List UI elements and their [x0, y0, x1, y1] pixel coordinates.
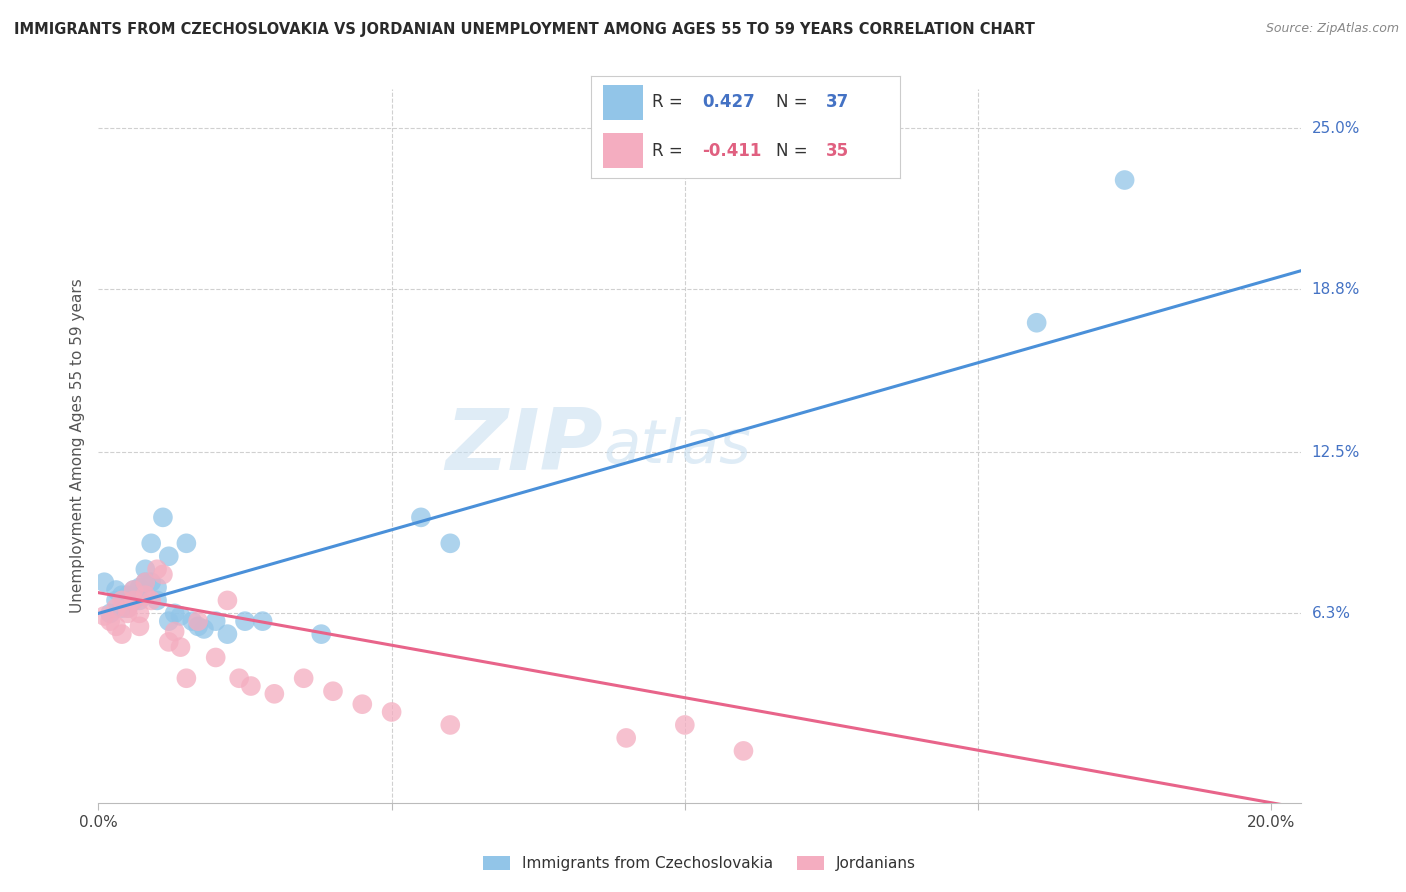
Point [252, 614, 274, 628]
Text: atlas: atlas [603, 417, 751, 475]
Point [228, 671, 250, 685]
Point [111, 601, 134, 615]
Point [128, 588, 150, 602]
Point [105, 619, 128, 633]
Point [93, 609, 115, 624]
Point [141, 536, 163, 550]
Point [122, 593, 145, 607]
Point [134, 575, 156, 590]
Point [204, 650, 226, 665]
Bar [603, 133, 643, 168]
Point [217, 593, 239, 607]
Point [105, 601, 128, 615]
Point [111, 627, 134, 641]
Text: Source: ZipAtlas.com: Source: ZipAtlas.com [1265, 22, 1399, 36]
Point [169, 640, 191, 654]
Point [117, 607, 139, 621]
Point [141, 593, 163, 607]
Point [122, 582, 145, 597]
Text: 25.0%: 25.0% [1312, 120, 1360, 136]
Point [163, 624, 186, 639]
Point [322, 684, 344, 698]
Point [128, 581, 150, 595]
Point [439, 536, 461, 550]
Point [111, 593, 134, 607]
Point [98, 614, 121, 628]
Point [157, 549, 180, 564]
Point [134, 575, 156, 590]
Text: -0.411: -0.411 [702, 142, 761, 160]
Point [176, 671, 198, 685]
Point [409, 510, 432, 524]
Point [146, 562, 169, 576]
Point [309, 627, 332, 641]
Point [117, 601, 139, 615]
Text: 6.3%: 6.3% [1312, 606, 1351, 621]
Point [141, 575, 163, 590]
Point [163, 607, 186, 621]
Text: N =: N = [776, 142, 813, 160]
Text: R =: R = [652, 142, 689, 160]
Point [128, 593, 150, 607]
Point [128, 607, 150, 621]
Point [204, 614, 226, 628]
Point [152, 567, 174, 582]
Legend: Immigrants from Czechoslovakia, Jordanians: Immigrants from Czechoslovakia, Jordania… [477, 849, 922, 877]
Point [122, 593, 145, 607]
Point [146, 593, 169, 607]
Point [292, 671, 315, 685]
Point [1114, 173, 1136, 187]
Point [1025, 316, 1047, 330]
Point [193, 622, 215, 636]
Point [117, 588, 139, 602]
Text: ZIP: ZIP [446, 404, 603, 488]
Point [614, 731, 637, 745]
Point [117, 601, 139, 615]
Point [134, 562, 156, 576]
Text: 12.5%: 12.5% [1312, 445, 1360, 460]
Point [105, 593, 128, 607]
Point [134, 588, 156, 602]
Y-axis label: Unemployment Among Ages 55 to 59 years: Unemployment Among Ages 55 to 59 years [69, 278, 84, 614]
Point [439, 718, 461, 732]
Point [181, 614, 204, 628]
Text: 0.427: 0.427 [702, 94, 755, 112]
Point [673, 718, 696, 732]
Point [733, 744, 755, 758]
Point [157, 635, 180, 649]
Point [152, 510, 174, 524]
Text: 18.8%: 18.8% [1312, 282, 1360, 296]
Bar [603, 85, 643, 120]
Point [217, 627, 239, 641]
Point [239, 679, 262, 693]
Point [146, 581, 169, 595]
Point [105, 582, 128, 597]
Point [176, 536, 198, 550]
Point [352, 697, 374, 711]
Point [128, 619, 150, 633]
Point [93, 575, 115, 590]
Text: IMMIGRANTS FROM CZECHOSLOVAKIA VS JORDANIAN UNEMPLOYMENT AMONG AGES 55 TO 59 YEA: IMMIGRANTS FROM CZECHOSLOVAKIA VS JORDAN… [14, 22, 1035, 37]
Text: 37: 37 [825, 94, 849, 112]
Point [169, 609, 191, 624]
Point [187, 619, 209, 633]
Point [98, 607, 121, 621]
Point [233, 614, 256, 628]
Text: 35: 35 [825, 142, 849, 160]
Text: R =: R = [652, 94, 689, 112]
Point [157, 614, 180, 628]
Point [381, 705, 404, 719]
Text: N =: N = [776, 94, 813, 112]
Point [263, 687, 285, 701]
Point [187, 614, 209, 628]
Point [111, 588, 134, 602]
Point [122, 582, 145, 597]
